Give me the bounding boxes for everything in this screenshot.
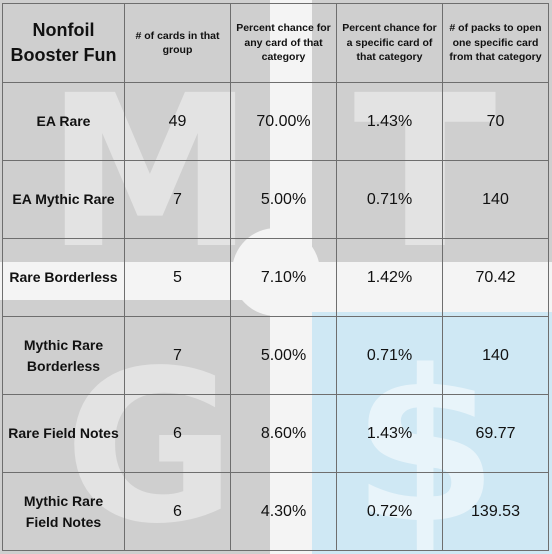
cell-chance-any: 70.00% <box>230 82 337 161</box>
row-label: Rare Field Notes <box>2 394 125 473</box>
row-label: EA Mythic Rare <box>2 160 125 239</box>
cell-chance-specific: 0.71% <box>336 160 443 239</box>
row-label: Rare Borderless <box>2 238 125 317</box>
table-row: Rare Borderless 5 7.10% 1.42% 70.42 <box>2 238 549 317</box>
booster-odds-table: Nonfoil Booster Fun # of cards in that g… <box>2 3 549 551</box>
cell-chance-specific: 1.43% <box>336 82 443 161</box>
column-header-cards-in-group: # of cards in that group <box>124 3 231 83</box>
cell-chance-any: 8.60% <box>230 394 337 473</box>
column-header-packs-to-open: # of packs to open one specific card fro… <box>442 3 549 83</box>
table-row: Mythic Rare Field Notes 6 4.30% 0.72% 13… <box>2 472 549 551</box>
column-header-chance-specific-card: Percent chance for a specific card of th… <box>336 3 443 83</box>
cell-cards: 6 <box>124 394 231 473</box>
row-label: EA Rare <box>2 82 125 161</box>
table-row: Mythic Rare Borderless 7 5.00% 0.71% 140 <box>2 316 549 395</box>
cell-packs: 139.53 <box>442 472 549 551</box>
cell-chance-any: 5.00% <box>230 160 337 239</box>
cell-chance-any: 7.10% <box>230 238 337 317</box>
cell-cards: 7 <box>124 316 231 395</box>
cell-cards: 5 <box>124 238 231 317</box>
cell-chance-specific: 1.42% <box>336 238 443 317</box>
cell-cards: 6 <box>124 472 231 551</box>
cell-cards: 49 <box>124 82 231 161</box>
cell-chance-any: 4.30% <box>230 472 337 551</box>
cell-chance-any: 5.00% <box>230 316 337 395</box>
table-row: EA Mythic Rare 7 5.00% 0.71% 140 <box>2 160 549 239</box>
header-row: Nonfoil Booster Fun # of cards in that g… <box>2 3 549 83</box>
column-header-chance-any-card: Percent chance for any card of that cate… <box>230 3 337 83</box>
row-label: Mythic Rare Borderless <box>2 316 125 395</box>
row-label: Mythic Rare Field Notes <box>2 472 125 551</box>
cell-packs: 69.77 <box>442 394 549 473</box>
cell-chance-specific: 0.71% <box>336 316 443 395</box>
cell-packs: 70 <box>442 82 549 161</box>
table-row: EA Rare 49 70.00% 1.43% 70 <box>2 82 549 161</box>
cell-packs: 140 <box>442 316 549 395</box>
cell-packs: 140 <box>442 160 549 239</box>
cell-packs: 70.42 <box>442 238 549 317</box>
table-corner-title: Nonfoil Booster Fun <box>2 3 125 83</box>
cell-chance-specific: 1.43% <box>336 394 443 473</box>
cell-chance-specific: 0.72% <box>336 472 443 551</box>
table-row: Rare Field Notes 6 8.60% 1.43% 69.77 <box>2 394 549 473</box>
cell-cards: 7 <box>124 160 231 239</box>
